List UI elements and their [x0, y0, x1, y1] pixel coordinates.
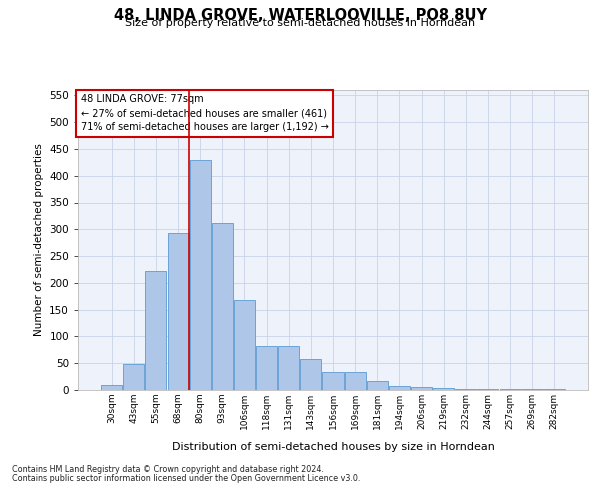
- Text: Distribution of semi-detached houses by size in Horndean: Distribution of semi-detached houses by …: [172, 442, 494, 452]
- Bar: [145, 271, 166, 390]
- Bar: [433, 388, 454, 390]
- Bar: [322, 372, 344, 390]
- Text: Size of property relative to semi-detached houses in Horndean: Size of property relative to semi-detach…: [125, 18, 475, 28]
- Bar: [101, 384, 122, 390]
- Bar: [278, 346, 299, 390]
- Bar: [478, 389, 499, 390]
- Bar: [124, 364, 145, 390]
- Bar: [455, 389, 476, 390]
- Bar: [167, 233, 188, 390]
- Text: 48 LINDA GROVE: 77sqm
← 27% of semi-detached houses are smaller (461)
71% of sem: 48 LINDA GROVE: 77sqm ← 27% of semi-deta…: [80, 94, 328, 132]
- Y-axis label: Number of semi-detached properties: Number of semi-detached properties: [34, 144, 44, 336]
- Bar: [367, 382, 388, 390]
- Bar: [256, 346, 277, 390]
- Bar: [234, 300, 255, 390]
- Bar: [212, 224, 233, 390]
- Text: Contains public sector information licensed under the Open Government Licence v3: Contains public sector information licen…: [12, 474, 361, 483]
- Bar: [389, 386, 410, 390]
- Bar: [544, 389, 565, 390]
- Bar: [301, 360, 322, 390]
- Bar: [190, 160, 211, 390]
- Text: Contains HM Land Registry data © Crown copyright and database right 2024.: Contains HM Land Registry data © Crown c…: [12, 466, 324, 474]
- Bar: [344, 372, 365, 390]
- Bar: [411, 388, 432, 390]
- Text: 48, LINDA GROVE, WATERLOOVILLE, PO8 8UY: 48, LINDA GROVE, WATERLOOVILLE, PO8 8UY: [113, 8, 487, 22]
